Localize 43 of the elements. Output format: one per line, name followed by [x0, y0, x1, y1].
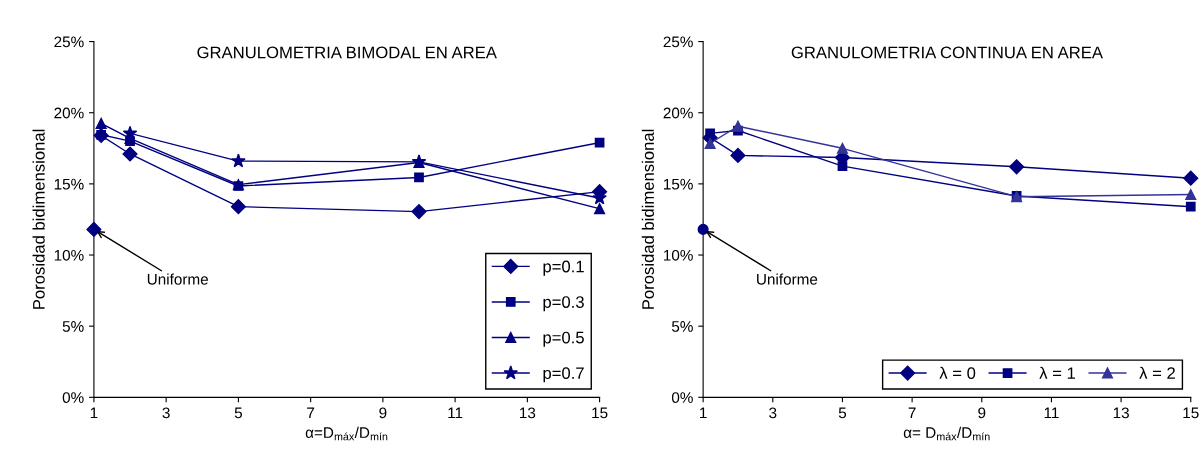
legend-label: λ = 2: [1139, 366, 1175, 379]
legend-label: λ = 0: [939, 366, 976, 380]
y-tick-label: 15%: [664, 178, 693, 190]
y-tick-label: 15%: [54, 178, 84, 190]
y-tick-label: 10%: [664, 249, 693, 261]
y-tick-label: 5%: [62, 321, 84, 332]
y-axis-title: Porosidad bidimensional: [641, 129, 654, 309]
x-tick-label: 15: [592, 407, 608, 419]
x-tick-label: 11: [448, 407, 463, 419]
x-tick-label: 5: [838, 407, 847, 419]
x-tick-label: 15: [1183, 407, 1199, 419]
y-axis-title: Porosidad bidimensional: [32, 129, 45, 309]
chart-title: GRANULOMETRIA BIMODAL EN AREA: [197, 46, 497, 59]
x-tick-label: 9: [379, 407, 387, 419]
y-tick-label: 25%: [54, 36, 84, 48]
x-tick-label: 13: [520, 407, 536, 419]
chart-title: GRANULOMETRIA CONTINUA EN AREA: [791, 46, 1103, 59]
x-tick-label: 11: [1044, 407, 1059, 419]
x-tick-label: 7: [908, 407, 916, 419]
y-tick-label: 5%: [671, 321, 693, 332]
x-tick-label: 5: [234, 407, 242, 419]
annotation: Uniforme: [757, 273, 818, 285]
legend-label: p=0.5: [543, 331, 584, 347]
legend-label: λ = 1: [1039, 366, 1076, 379]
x-axis-title: α=D$_{máx}$/D$_{mín}$: [305, 426, 388, 441]
x-axis-title: α= D$_{máx}$/D$_{mín}$: [903, 426, 990, 441]
y-tick-label: 20%: [54, 107, 84, 119]
x-tick-label: 1: [700, 407, 707, 419]
x-tick-label: 3: [769, 407, 777, 419]
y-tick-label: 20%: [663, 107, 693, 119]
x-tick-label: 3: [162, 407, 170, 419]
y-tick-label: 25%: [663, 36, 693, 48]
y-tick-label: 0%: [671, 392, 693, 404]
y-tick-label: 10%: [54, 249, 84, 261]
legend-label: p=0.1: [543, 260, 584, 276]
x-tick-label: 7: [307, 407, 315, 419]
annotation: Uniforme: [147, 273, 208, 285]
y-tick-label: 0%: [62, 392, 84, 404]
x-tick-label: 1: [90, 407, 98, 419]
legend-label: p=0.7: [543, 367, 584, 383]
x-tick-label: 13: [1113, 407, 1129, 419]
legend-label: p=0.3: [543, 296, 584, 312]
x-tick-label: 9: [978, 407, 986, 419]
